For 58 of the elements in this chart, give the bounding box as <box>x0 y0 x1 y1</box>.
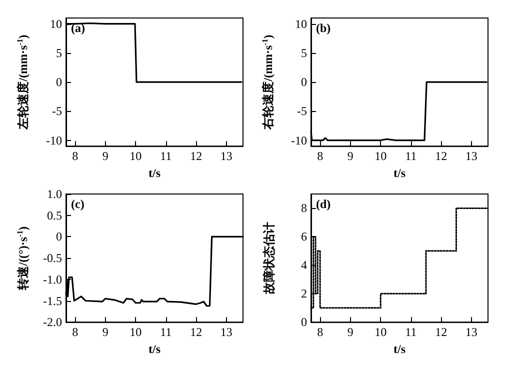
x-tick-label: 9 <box>102 325 108 340</box>
y-tick-label: -5 <box>52 104 62 118</box>
y-tick-label: 4 <box>301 258 307 272</box>
x-tick-label: 13 <box>220 149 232 164</box>
y-tick-label: -1.5 <box>43 294 62 308</box>
y-tick-label: 5 <box>301 46 307 60</box>
x-tick-label: 11 <box>160 325 172 340</box>
y-axis-title: 左轮速度/(mm·s-1) <box>16 34 30 130</box>
x-axis-title: t/s <box>148 342 161 356</box>
y-tick-label: 0 <box>301 315 307 330</box>
y-axis-title: 转速/((°)·s-1) <box>16 226 30 291</box>
x-tick-label: 12 <box>190 325 202 340</box>
x-tick-label: 10 <box>130 325 142 340</box>
y-tick-label: 0 <box>56 75 62 90</box>
y-tick-label: -0.5 <box>43 251 62 266</box>
y-tick-label: -5 <box>297 104 307 118</box>
x-tick-label: 11 <box>405 325 417 340</box>
x-tick-label: 9 <box>347 149 354 164</box>
annotation: (d) <box>316 197 331 211</box>
y-tick-label: -10 <box>46 133 62 148</box>
x-tick-label: 8 <box>317 325 324 340</box>
annotation: (a) <box>71 21 85 35</box>
y-tick-label: 1.0 <box>47 187 62 201</box>
x-tick-label: 8 <box>72 325 78 340</box>
x-tick-label: 11 <box>160 149 172 164</box>
annotation: (b) <box>316 21 331 35</box>
y-axis-title: 故障状态估计 <box>262 222 276 296</box>
y-tick-label: 0.5 <box>47 208 62 222</box>
y-tick-label: 10 <box>295 16 307 31</box>
x-tick-label: 12 <box>435 325 448 340</box>
x-tick-label: 9 <box>102 149 108 164</box>
annotation: (c) <box>71 197 84 211</box>
x-tick-label: 8 <box>72 149 78 164</box>
y-axis-title: 右轮速度/(mm·s-1) <box>260 34 275 130</box>
y-tick-label: 2 <box>301 286 307 301</box>
y-tick-label: -1.0 <box>43 272 62 286</box>
x-tick-label: 13 <box>465 149 478 164</box>
x-tick-label: 13 <box>465 325 478 340</box>
y-tick-label: 10 <box>50 16 62 31</box>
x-tick-label: 11 <box>405 149 417 164</box>
x-axis-title: t/s <box>394 166 406 180</box>
y-tick-label: 0 <box>56 230 62 244</box>
x-tick-label: 9 <box>347 325 354 340</box>
x-tick-label: 8 <box>317 149 324 164</box>
x-tick-label: 10 <box>130 149 142 164</box>
y-tick-label: 8 <box>301 201 307 216</box>
x-tick-label: 12 <box>435 149 448 164</box>
x-tick-label: 13 <box>220 325 232 340</box>
x-tick-label: 10 <box>374 325 387 340</box>
y-tick-label: -2.0 <box>43 315 62 330</box>
x-tick-label: 10 <box>374 149 387 164</box>
y-tick-label: -10 <box>291 133 307 148</box>
y-tick-label: 6 <box>301 230 307 244</box>
x-tick-label: 12 <box>190 149 202 164</box>
y-tick-label: 0 <box>301 75 307 90</box>
x-axis-title: t/s <box>394 342 406 356</box>
y-tick-label: 5 <box>56 46 62 60</box>
x-axis-title: t/s <box>148 166 161 180</box>
